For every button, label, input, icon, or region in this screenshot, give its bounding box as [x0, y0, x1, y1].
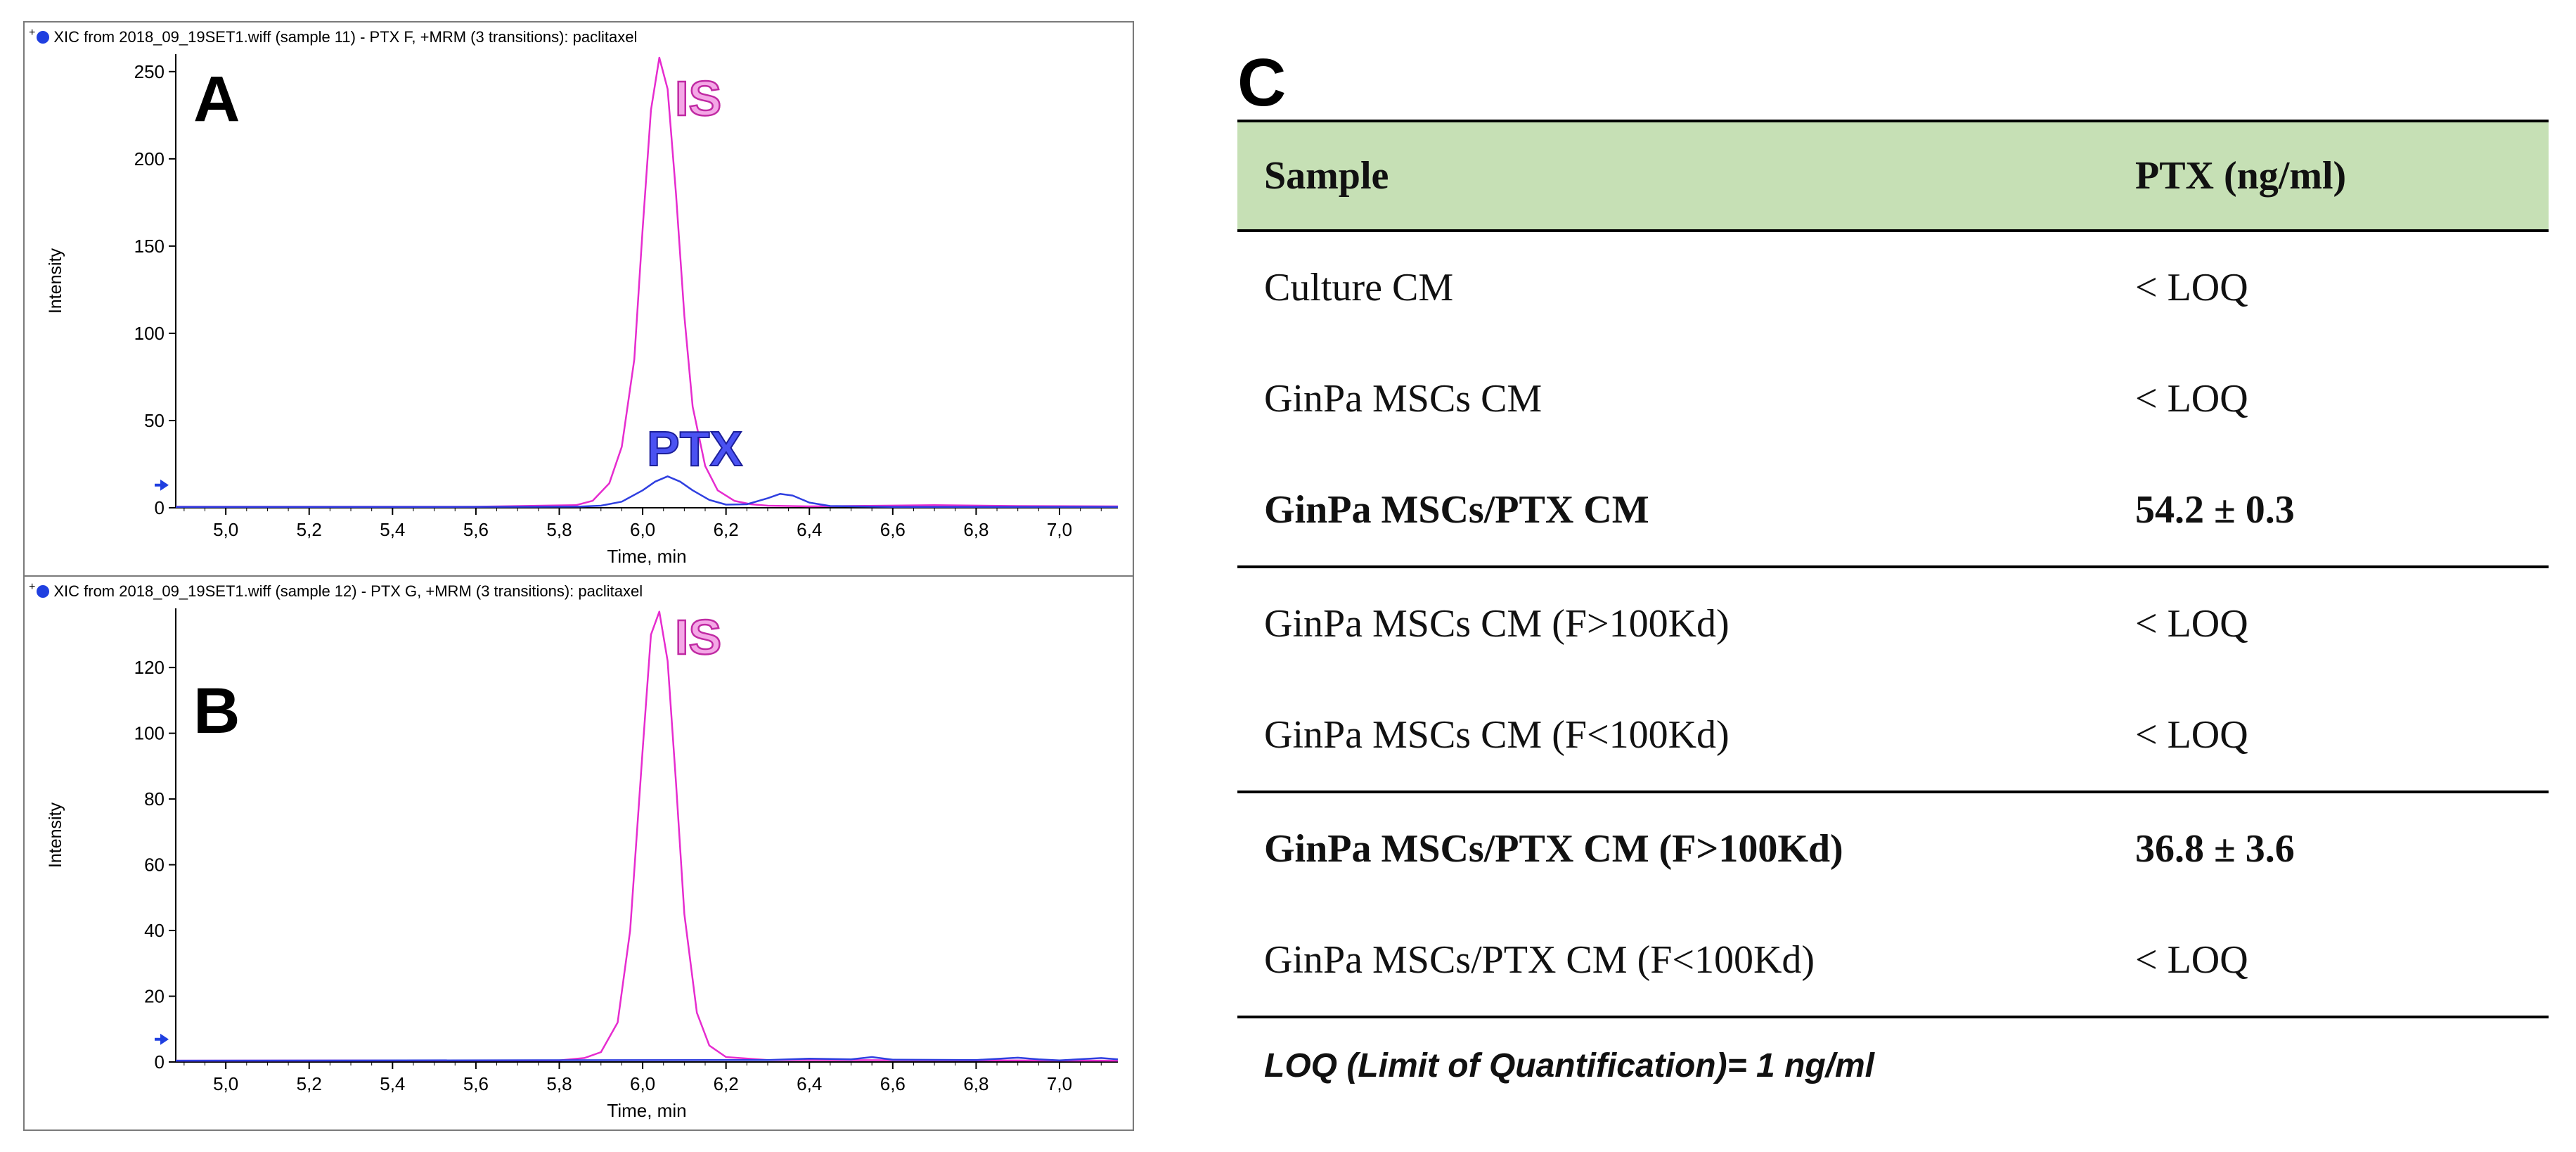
x-tick-label: 7,0	[1047, 1073, 1072, 1094]
chart-a-series	[176, 56, 1119, 508]
x-tick-label: 6,2	[714, 1073, 739, 1094]
y-tick-label: 0	[155, 1051, 165, 1073]
ptx-cell: < LOQ	[2135, 377, 2248, 421]
panel-letter-b: B	[193, 675, 240, 747]
panel-b-header: + XIC from 2018_09_19SET1.wiff (sample 1…	[29, 581, 643, 602]
peak-label-is: IS	[675, 610, 721, 665]
series-ptx-line	[175, 1056, 1119, 1062]
peak-label-ptx: PTX	[647, 421, 742, 476]
series-is-line	[175, 610, 1119, 1062]
x-tick-label: 5,0	[213, 1073, 238, 1094]
y-tick-label: 80	[144, 788, 165, 809]
ptx-cell: 54.2 ± 0.3	[2107, 454, 2549, 568]
table-row: GinPa MSCs CM (F>100Kd) < LOQ	[1237, 567, 2549, 679]
x-tick-label: 5,8	[546, 519, 572, 540]
x-tick-label: 5,2	[297, 519, 322, 540]
baseline-marker-icon	[160, 1033, 169, 1045]
chart-b-series	[175, 610, 1119, 1062]
x-tick-label: 6,8	[963, 1073, 988, 1094]
trace-dot-icon	[37, 585, 50, 598]
ptx-cell: < LOQ	[2107, 679, 2549, 793]
x-tick-label: 6,0	[630, 519, 655, 540]
results-table-panel: C Sample PTX (ng/ml) Culture CM < LOQ Gi…	[1237, 49, 2552, 1132]
y-axis-label: Intensity	[46, 248, 65, 314]
y-tick-label: 50	[144, 410, 165, 431]
ptx-cell: < LOQ	[2107, 904, 2549, 1018]
y-tick-label: 100	[134, 323, 165, 344]
table-header-row: Sample PTX (ng/ml)	[1237, 120, 2549, 232]
y-tick-label: 150	[134, 236, 165, 257]
table-row: GinPa MSCs/PTX CM 54.2 ± 0.3	[1237, 454, 2549, 568]
peak-label-is: IS	[675, 71, 721, 126]
table-row: GinPa MSCs CM < LOQ	[1237, 343, 2549, 454]
sample-cell: GinPa MSCs/PTX CM (F>100Kd)	[1264, 827, 1843, 871]
chromatogram-panel-b: + XIC from 2018_09_19SET1.wiff (sample 1…	[23, 575, 1134, 1131]
y-tick-label: 0	[155, 497, 165, 518]
x-tick-label: 5,4	[380, 519, 405, 540]
y-tick-label: 60	[144, 855, 165, 876]
chart-a-svg: 0 50 100 150 200 250 5,0 5,2 5,4 5,6 5,8 6,0 6,2 6,4 6…	[46, 54, 1119, 567]
loq-footnote: LOQ (Limit of Quantification)= 1 ng/ml	[1264, 1047, 1874, 1084]
series-is-line	[176, 56, 1119, 508]
ptx-cell: < LOQ	[2135, 266, 2248, 309]
y-tick-label: 40	[144, 920, 165, 941]
y-tick-label: 250	[134, 61, 165, 82]
column-header-ptx: PTX (ng/ml)	[2107, 120, 2549, 232]
expand-icon[interactable]: +	[29, 581, 36, 593]
x-tick-label: 7,0	[1047, 519, 1072, 540]
y-tick-label: 20	[144, 986, 165, 1007]
sample-cell: GinPa MSCs/PTX CM (F<100Kd)	[1237, 904, 2107, 1018]
x-tick-label: 5,0	[213, 519, 238, 540]
x-tick-label: 5,6	[463, 1073, 489, 1094]
sample-cell: GinPa MSCs/PTX CM	[1237, 454, 2107, 568]
trace-dot-icon	[37, 31, 50, 44]
x-tick-label: 5,6	[463, 519, 489, 540]
x-tick-label: 6,0	[630, 1073, 655, 1094]
x-tick-label: 5,2	[297, 1073, 322, 1094]
panel-b-title: XIC from 2018_09_19SET1.wiff (sample 12)…	[53, 582, 643, 600]
table-row: GinPa MSCs CM (F<100Kd) < LOQ	[1237, 679, 2549, 793]
panel-a-header: + XIC from 2018_09_19SET1.wiff (sample 1…	[29, 27, 637, 48]
sample-cell: GinPa MSCs CM (F>100Kd)	[1264, 602, 1730, 646]
panel-letter-c: C	[1237, 45, 1287, 120]
table-row: GinPa MSCs/PTX CM (F<100Kd) < LOQ	[1237, 904, 2549, 1018]
sample-cell: GinPa MSCs CM (F<100Kd)	[1237, 679, 2107, 793]
x-tick-label: 6,6	[880, 1073, 906, 1094]
x-axis-label: Time, min	[607, 546, 686, 567]
x-tick-label: 6,2	[714, 519, 739, 540]
ptx-table: Sample PTX (ng/ml) Culture CM < LOQ GinP…	[1237, 120, 2549, 1018]
chart-a-axes: 0 50 100 150 200 250 5,0 5,2 5,4 5,6 5,8 6,0 6,2 6,4 6…	[46, 54, 1118, 567]
x-tick-label: 6,6	[880, 519, 906, 540]
chart-b-axes: 0 20 40 60 80 100 120 5,0 5,2 5,4 5,6 5,8 6,0 6,2 6,4 6…	[46, 608, 1118, 1121]
table-row: Culture CM < LOQ	[1237, 231, 2549, 343]
y-tick-label: 200	[134, 148, 165, 169]
table-row: GinPa MSCs/PTX CM (F>100Kd) 36.8 ± 3.6	[1237, 792, 2549, 904]
x-tick-label: 6,4	[797, 1073, 822, 1094]
x-tick-label: 6,4	[797, 519, 822, 540]
series-ptx-line	[176, 475, 1118, 508]
ptx-cell: < LOQ	[2135, 602, 2248, 646]
sample-cell: Culture CM	[1264, 266, 1454, 309]
panel-a-title: XIC from 2018_09_19SET1.wiff (sample 11)…	[53, 28, 638, 46]
y-tick-label: 100	[134, 723, 165, 744]
y-axis-label: Intensity	[46, 802, 65, 868]
x-tick-label: 6,8	[963, 519, 988, 540]
chart-b-svg: 0 20 40 60 80 100 120 5,0 5,2 5,4 5,6 5,8 6,0 6,2 6,4 6…	[46, 608, 1119, 1121]
x-axis-label: Time, min	[607, 1100, 686, 1121]
chromatogram-panel-a: + XIC from 2018_09_19SET1.wiff (sample 1…	[23, 21, 1134, 577]
column-header-sample: Sample	[1237, 120, 2107, 232]
sample-cell: GinPa MSCs CM	[1264, 377, 1543, 421]
ptx-cell: 36.8 ± 3.6	[2135, 827, 2295, 871]
baseline-marker-icon	[160, 479, 169, 491]
x-tick-label: 5,4	[380, 1073, 405, 1094]
x-tick-label: 5,8	[546, 1073, 572, 1094]
expand-icon[interactable]: +	[29, 27, 36, 39]
panel-letter-a: A	[193, 63, 240, 135]
y-tick-label: 120	[134, 657, 165, 678]
